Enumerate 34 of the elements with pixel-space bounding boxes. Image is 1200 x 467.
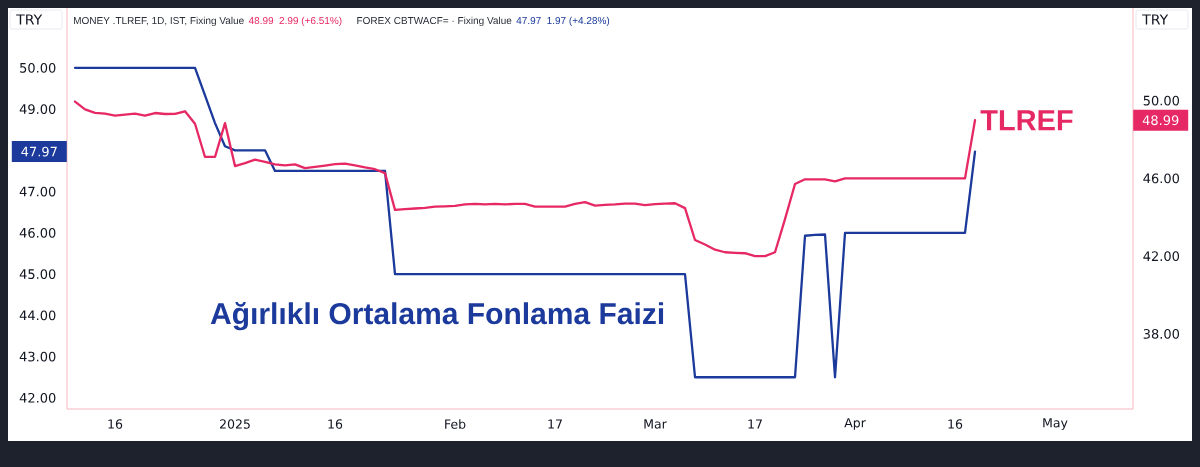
legend-label: TLREF [980,110,1073,131]
x-tick-label: 16 [108,419,123,429]
x-tick-label: Mar [644,419,667,429]
y2-tick-label: 38.00 [1143,329,1180,339]
annotation: 48.99 [248,17,274,25]
y-tick-label: 45.00 [19,269,56,280]
x-tick-label: 16 [328,419,343,429]
x-tick-label: Apr [844,418,866,430]
x-tick-label: Feb [445,419,466,429]
y-tick-label: 44.00 [19,310,56,321]
annotation: MONEY .TLREF, 1D, IST, Fixing Value [74,16,244,27]
annotation: FOREX CBTWACF= · Fixing Value [357,16,512,27]
y-tick-label: 49.00 [19,104,56,114]
x-tick-label: 17 [748,419,762,429]
y2-tick-label: 46.00 [1143,173,1180,184]
y-axis-title: TRY [16,14,43,25]
y-tick-label: 50.00 [20,62,56,73]
annotation: 1.97 (+4.28%) [547,16,610,27]
y-tick-label: 42.00 [19,392,56,403]
y2-axis-title: TRY [1142,14,1169,25]
y-tick-label: 46.00 [19,227,56,238]
x-tick-label: 17 [548,419,562,429]
y2-tick-label: 42.00 [1143,251,1180,262]
y-tick-label: 47.00 [19,186,56,197]
annotation: 2.99 (+6.51%) [279,16,342,27]
text: 47.97 [21,146,57,157]
y-tick-label: 43.00 [19,351,56,362]
x-tick-label: 16 [948,419,963,429]
text: 48.99 [1142,115,1179,126]
annotation: 47.97 [516,17,541,25]
x-tick-label: 2025 [220,419,250,429]
y2-tick-label: 50.00 [1143,95,1180,106]
series-label: Ağırlıklı Ortalama Fonlama Faizi [210,301,664,331]
x-tick-label: May [1043,418,1068,430]
